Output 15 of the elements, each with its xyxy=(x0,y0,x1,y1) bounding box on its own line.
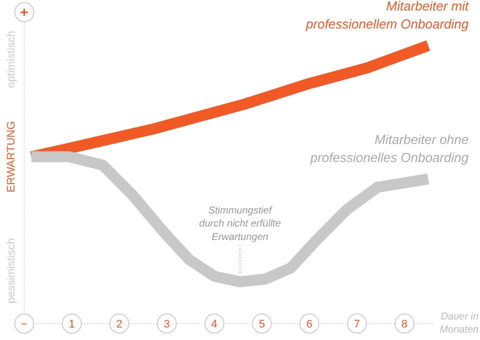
x-tick-label: 1 xyxy=(68,318,75,331)
x-axis-title: Dauer in Monaten xyxy=(440,311,480,336)
x-tick-label: 8 xyxy=(401,318,408,331)
x-tick-label: 6 xyxy=(306,318,312,331)
x-tick-label: 3 xyxy=(164,318,170,331)
text: Mitarbeiter mit professionellem Onboarding xyxy=(305,0,470,32)
x-tick-label: 2 xyxy=(116,318,122,331)
text: + xyxy=(20,4,28,20)
x-tick-label: − xyxy=(21,318,28,331)
x-tick-label: 7 xyxy=(354,318,360,331)
x-tick-label: 4 xyxy=(211,318,218,331)
annotation: Stimmungstief durch nicht erfüllte Erwartungen xyxy=(199,206,282,243)
text: Mitarbeiter ohne professionelles Onboarding xyxy=(309,132,470,166)
x-tick-label: 5 xyxy=(258,318,265,331)
y-axis-title: ERWARTUNG xyxy=(5,121,18,192)
